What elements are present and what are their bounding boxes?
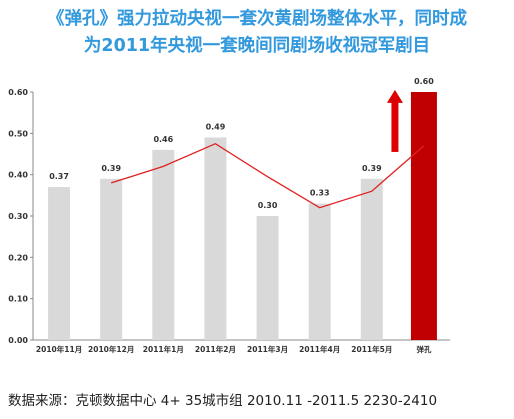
y-tick-label: 0.60 bbox=[8, 88, 28, 97]
trend-line bbox=[111, 142, 425, 209]
bar-chart: 0.00 0.10 0.20 0.30 0.40 0.50 0.60 0.37 2010年11月… bbox=[8, 77, 450, 354]
y-tick-label: 0.00 bbox=[8, 336, 28, 345]
bar-value-label: 0.46 bbox=[153, 135, 173, 144]
bar bbox=[100, 178, 123, 340]
up-arrow-shaft bbox=[391, 101, 399, 152]
bar bbox=[256, 216, 279, 340]
y-tick-label: 0.20 bbox=[8, 253, 28, 262]
bar-value-label: 0.30 bbox=[258, 201, 278, 210]
bar-value-label: 0.33 bbox=[310, 189, 330, 198]
bar-highlight bbox=[410, 92, 437, 340]
x-tick-label: 2010年12月 bbox=[88, 344, 134, 354]
x-tick-label: 2010年11月 bbox=[36, 344, 82, 354]
chart-title: 《弹孔》强力拉动央视一套次黄剧场整体水平，同时成 为2011年央视一套晚间同剧场… bbox=[0, 6, 514, 60]
x-tick-label: 2011年2月 bbox=[195, 344, 236, 354]
bar bbox=[48, 187, 71, 340]
y-tick-label: 0.30 bbox=[8, 212, 28, 221]
source-note: 数据来源：克顿数据中心 4+ 35城市组 2010.11 -2011.5 223… bbox=[8, 393, 438, 409]
y-tick-label: 0.10 bbox=[8, 295, 28, 304]
bar bbox=[308, 203, 331, 340]
x-tick-label: 2011年3月 bbox=[247, 344, 288, 354]
y-tick-label: 0.50 bbox=[8, 129, 28, 138]
bar-value-label: 0.37 bbox=[49, 172, 69, 181]
y-tick-label: 0.40 bbox=[8, 171, 28, 180]
title-line-1: 《弹孔》强力拉动央视一套次黄剧场整体水平，同时成 bbox=[47, 9, 467, 29]
x-tick-label: 弹孔 bbox=[416, 344, 431, 354]
x-tick-label: 2011年5月 bbox=[351, 344, 392, 354]
title-line-2: 为2011年央视一套晚间同剧场收视冠军剧目 bbox=[83, 36, 431, 56]
bar bbox=[360, 178, 383, 340]
up-arrow-head bbox=[386, 89, 403, 103]
x-tick-label: 2011年4月 bbox=[299, 344, 340, 354]
bar-value-label: 0.39 bbox=[362, 164, 382, 173]
bar bbox=[152, 149, 175, 340]
bar-value-label: 0.39 bbox=[101, 164, 121, 173]
bar-value-label: 0.49 bbox=[206, 122, 226, 131]
x-tick-label: 2011年1月 bbox=[143, 344, 184, 354]
bar bbox=[204, 137, 227, 340]
bar-value-label: 0.60 bbox=[414, 77, 434, 86]
